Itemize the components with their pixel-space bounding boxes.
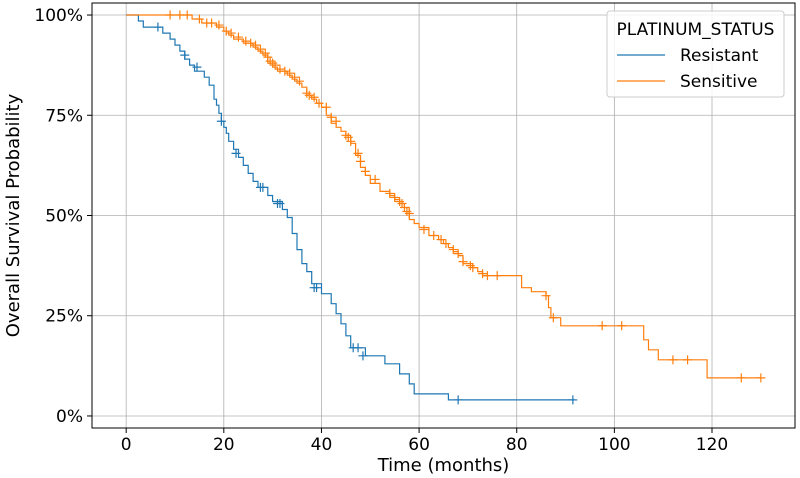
- censor-mark-sensitive: [346, 136, 356, 146]
- censor-mark-sensitive: [246, 38, 256, 48]
- y-tick-label: 75%: [45, 106, 83, 126]
- legend: PLATINUM_STATUS Resistant Sensitive: [606, 10, 785, 98]
- y-tick-label: 25%: [45, 307, 83, 327]
- x-tick-label: 20: [213, 435, 235, 455]
- censor-mark-resistant: [275, 198, 285, 208]
- censor-mark-sensitive: [270, 60, 280, 70]
- censor-mark-sensitive: [280, 66, 290, 76]
- censor-mark-sensitive: [251, 40, 261, 50]
- censor-mark-sensitive: [436, 235, 446, 245]
- x-tick-label: 40: [311, 435, 333, 455]
- x-tick-label: 120: [696, 435, 728, 455]
- censor-mark-sensitive: [214, 20, 224, 30]
- censor-mark-sensitive: [314, 98, 324, 108]
- censor-mark-resistant: [568, 395, 578, 405]
- censor-mark-sensitive: [321, 102, 331, 112]
- censor-mark-sensitive: [756, 373, 766, 383]
- censor-mark-sensitive: [194, 14, 204, 24]
- y-tick-label: 50%: [45, 207, 83, 227]
- censor-mark-resistant: [216, 116, 226, 126]
- x-tick-label: 60: [408, 435, 430, 455]
- censor-mark-sensitive: [404, 208, 414, 218]
- censor-mark-resistant: [231, 148, 241, 158]
- grid-lines: [92, 3, 795, 428]
- censor-mark-sensitive: [429, 231, 439, 241]
- censor-mark-sensitive: [207, 18, 217, 28]
- censor-mark-sensitive: [541, 291, 551, 301]
- censor-mark-sensitive: [165, 10, 175, 20]
- censor-mark-sensitive: [360, 166, 370, 176]
- censor-mark-sensitive: [275, 64, 285, 74]
- censor-mark-sensitive: [255, 44, 265, 54]
- censor-mark-sensitive: [233, 32, 243, 42]
- censor-mark-sensitive: [419, 225, 429, 235]
- censor-mark-sensitive: [221, 26, 231, 36]
- censor-mark-sensitive: [226, 28, 236, 38]
- y-axis-title: Overall Survival Probability: [3, 93, 24, 337]
- censor-mark-resistant: [453, 395, 463, 405]
- legend-title: PLATINUM_STATUS: [617, 20, 775, 40]
- censor-mark-sensitive: [331, 116, 341, 126]
- censor-mark-sensitive: [182, 10, 192, 20]
- censor-mark-sensitive: [390, 192, 400, 202]
- censor-mark-sensitive: [453, 249, 463, 259]
- censor-mark-sensitive: [285, 68, 295, 78]
- y-tick-label: 0%: [56, 407, 83, 427]
- censor-mark-sensitive: [548, 313, 558, 323]
- censor-mark-sensitive: [458, 257, 468, 267]
- censor-mark-sensitive: [370, 174, 380, 184]
- censor-mark-sensitive: [668, 355, 678, 365]
- censor-mark-resistant: [153, 22, 163, 32]
- censor-mark-sensitive: [478, 269, 488, 279]
- censor-mark-resistant: [358, 351, 368, 361]
- censor-mark-sensitive: [309, 92, 319, 102]
- x-tick-label: 0: [121, 435, 132, 455]
- legend-label-sensitive: Sensitive: [680, 72, 758, 92]
- x-tick-label: 100: [598, 435, 630, 455]
- censor-mark-sensitive: [353, 148, 363, 158]
- series-layer: [126, 10, 766, 405]
- censor-mark-sensitive: [617, 321, 627, 331]
- censor-mark-sensitive: [241, 36, 251, 46]
- censor-mark-resistant: [192, 62, 202, 72]
- x-axis-title: Time (months): [377, 455, 510, 476]
- censor-mark-resistant: [180, 50, 190, 60]
- censor-mark-sensitive: [683, 355, 693, 365]
- censor-mark-sensitive: [294, 76, 304, 86]
- censor-mark-sensitive: [356, 156, 366, 166]
- survival-curve-resistant: [126, 14, 576, 401]
- censor-mark-sensitive: [441, 239, 451, 249]
- censor-mark-resistant: [258, 182, 268, 192]
- censor-mark-sensitive: [304, 90, 314, 100]
- axis-ticks: 0 20 40 60 80 100 120 0% 25% 50% 75% 100%: [34, 6, 728, 455]
- censor-mark-resistant: [312, 283, 322, 293]
- censor-mark-sensitive: [482, 271, 492, 281]
- censor-mark-sensitive: [736, 373, 746, 383]
- censor-mark-sensitive: [290, 72, 300, 82]
- x-tick-label: 80: [506, 435, 528, 455]
- censor-mark-resistant: [353, 343, 363, 353]
- legend-box: [606, 10, 785, 98]
- censor-mark-sensitive: [326, 112, 336, 122]
- censor-mark-sensitive: [448, 245, 458, 255]
- censor-mark-sensitive: [468, 263, 478, 273]
- censor-mark-sensitive: [597, 321, 607, 331]
- censor-mark-sensitive: [492, 271, 502, 281]
- y-tick-label: 100%: [34, 6, 83, 26]
- censor-mark-sensitive: [385, 188, 395, 198]
- legend-label-resistant: Resistant: [680, 46, 759, 66]
